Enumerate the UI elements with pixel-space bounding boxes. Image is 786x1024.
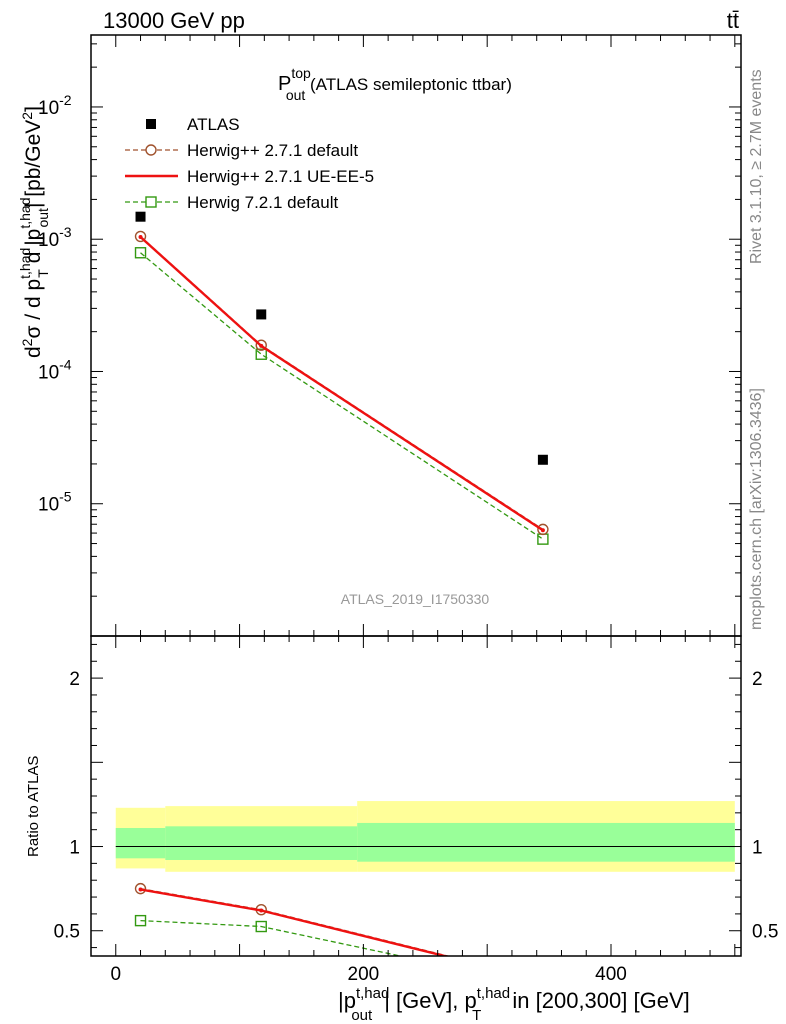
series-atlas: [135, 211, 548, 465]
uncertainty-band-inner: [357, 822, 735, 862]
x-tick-label: 200: [348, 964, 380, 985]
uncertainty-band-inner: [115, 828, 166, 859]
data-point: [259, 343, 264, 348]
x-tick-label: 400: [595, 964, 627, 985]
mcplots-label: mcplots.cern.ch [arXiv:1306.3436]: [748, 388, 765, 630]
series-line: [140, 252, 544, 540]
analysis-watermark: ATLAS_2019_I1750330: [341, 591, 490, 607]
series-herwig-2-7-1-ue-ee-5: [138, 234, 545, 533]
data-point: [134, 247, 147, 259]
plot-title: Ptop out (ATLAS semileptonic ttbar): [278, 65, 512, 103]
data-point: [537, 533, 549, 545]
main-panel: 10-2 10-3 10-4 10-5 Ptop out (ATLAS semilept…: [17, 34, 742, 637]
series-line: [140, 888, 450, 956]
y-tick-label: 1: [69, 838, 80, 859]
legend-marker: [145, 196, 157, 208]
energy-label: 13000 GeV pp: [103, 8, 245, 33]
y-tick-label-right: 2: [752, 669, 763, 690]
y-tick-label: 10-3: [38, 224, 72, 251]
data-point: [537, 523, 549, 536]
legend-label: Herwig 7.2.1 default: [187, 193, 338, 212]
legend-label: Herwig++ 2.7.1 default: [187, 141, 358, 160]
process-label: tt̄: [727, 8, 739, 33]
legend-label: Herwig++ 2.7.1 UE-EE-5: [187, 167, 374, 186]
data-point: [256, 309, 267, 320]
legend-marker: [145, 144, 157, 156]
ratio-y-axis-label: Ratio to ATLAS: [25, 756, 42, 857]
data-point: [135, 211, 146, 222]
data-point: [538, 975, 548, 985]
data-point: [255, 348, 267, 360]
data-point: [537, 454, 548, 465]
data-point: [134, 914, 147, 927]
uncertainty-band-inner: [165, 826, 358, 860]
series-herwig-7-2-1-default: [134, 247, 549, 545]
ratio-frame: [90, 635, 742, 957]
y-tick-label: 10-5: [38, 489, 72, 516]
y-tick-label-right: 1: [752, 838, 763, 859]
y-tick-label: 10-4: [38, 356, 72, 383]
legend: ATLAS Herwig++ 2.7.1 default Herwig++ 2.7.…: [125, 115, 374, 212]
data-point: [259, 908, 264, 913]
series-herwig-2-7-1-default: [134, 230, 549, 536]
legend-label: ATLAS: [187, 115, 240, 134]
y-tick-label: 0.5: [54, 922, 80, 943]
y-tick-label: 10-2: [38, 92, 72, 119]
series-line: [139, 236, 544, 532]
data-point: [138, 234, 143, 239]
data-point: [255, 339, 267, 351]
y-tick-label: 2: [69, 669, 80, 690]
data-point: [540, 528, 545, 533]
series-line: [140, 235, 544, 530]
data-point: [255, 920, 267, 933]
legend-marker: [146, 119, 156, 129]
data-point: [134, 882, 147, 895]
data-point: [541, 978, 545, 982]
series-herwig-2-7-1-ue-ee-5: [138, 887, 545, 982]
rivet-version-label: Rivet 3.1.10, ≥ 2.7M events: [748, 69, 765, 264]
data-point: [138, 887, 143, 892]
y-tick-label-right: 0.5: [752, 922, 778, 943]
data-point: [134, 230, 147, 243]
series-line: [140, 919, 404, 956]
series-line: [140, 887, 451, 956]
x-tick-label: 0: [110, 964, 121, 985]
ratio-panel: 2 2 1 1 0.5 0.5 0 200 400 Ratio to ATLAS |pt,had…: [25, 635, 778, 1024]
series-herwig-7-2-1-default: [134, 914, 404, 956]
x-axis-label: |pt,had out| [GeV], pt,had T in [200,300] …: [338, 985, 690, 1024]
